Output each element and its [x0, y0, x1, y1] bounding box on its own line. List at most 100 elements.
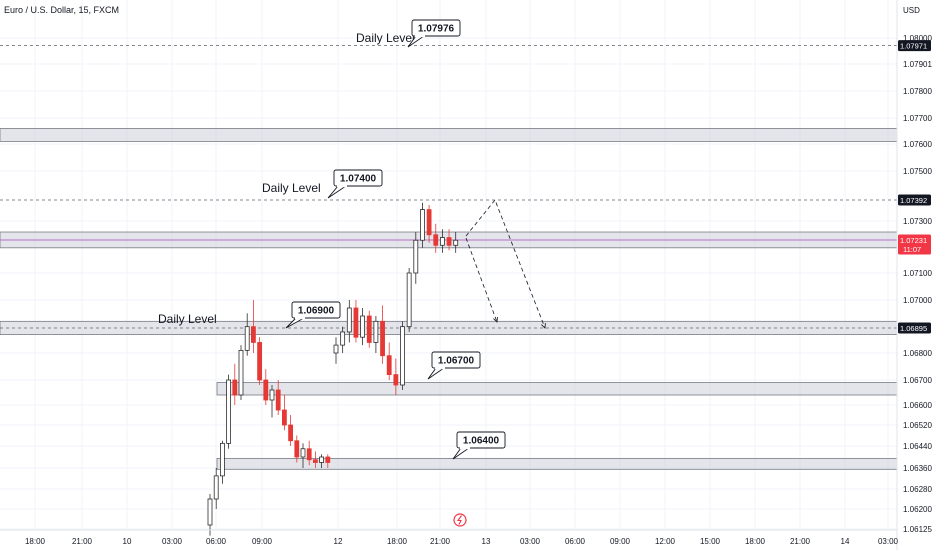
- price-tick-label: 1.07000: [903, 296, 932, 305]
- currency-label: USD: [903, 6, 920, 15]
- time-tick-label: 15:00: [700, 537, 721, 546]
- price-tick-label: 1.06360: [903, 464, 932, 473]
- callout-joint: [460, 446, 470, 450]
- time-tick-label: 18:00: [387, 537, 408, 546]
- projection-path: [465, 237, 498, 323]
- price-badge-bg: [898, 322, 931, 334]
- candle: [346, 300, 352, 343]
- callout-joint: [415, 34, 425, 38]
- time-tick-label: 13: [482, 537, 491, 546]
- price-tick-label: 1.06800: [903, 349, 932, 358]
- level-callout: Daily Level 1.06900: [158, 301, 341, 329]
- time-tick-label: 09:00: [252, 537, 273, 546]
- candle-body: [333, 344, 339, 354]
- daily-level-label: Daily Level: [262, 181, 321, 195]
- callout-value: 1.06400: [463, 436, 500, 447]
- price-tick-label: 1.06440: [903, 442, 932, 451]
- time-axis: 18:00 21:00 10 03:00 06:00 09:00 12 18:00 21:00 1…: [25, 537, 899, 546]
- candle: [263, 369, 269, 405]
- arrow-head: [493, 316, 498, 323]
- candle: [386, 342, 392, 380]
- candle: [244, 313, 250, 356]
- price-axis-background: [897, 0, 932, 550]
- candle-body: [340, 331, 346, 346]
- price-badge-bg: [898, 234, 931, 255]
- candle-body: [346, 307, 352, 333]
- price-badge-bg: [898, 194, 931, 206]
- callout-pointer: [452, 447, 471, 460]
- callout-box: [333, 169, 383, 187]
- tradingview-logo-icon[interactable]: [453, 513, 467, 527]
- price-badge-value: 1.07231: [900, 236, 927, 245]
- candle: [207, 494, 213, 536]
- time-tick-label: 12: [334, 537, 343, 546]
- zone-rect: [216, 457, 898, 470]
- time-tick-label: 03:00: [162, 537, 183, 546]
- zone-rect: [216, 382, 898, 396]
- candle-body: [406, 272, 412, 328]
- daily-level-label: Daily Level: [356, 31, 415, 45]
- price-badge-bg: [898, 40, 931, 52]
- candle-body: [288, 424, 294, 442]
- candle: [275, 380, 281, 415]
- price-badge-value: 1.07392: [900, 196, 927, 205]
- time-tick-label: 12:00: [655, 537, 676, 546]
- price-badge-countdown: 11:07: [903, 245, 921, 254]
- time-tick-label: 14: [841, 537, 850, 546]
- candle: [446, 229, 452, 251]
- price-badge: 1.07392: [898, 194, 931, 206]
- callout-joint: [435, 366, 445, 370]
- callout-value: 1.07976: [418, 24, 455, 35]
- candle: [400, 321, 405, 390]
- price-tick-label: 1.06600: [903, 401, 932, 410]
- candle: [281, 395, 287, 431]
- time-tick-label: 06:00: [565, 537, 586, 546]
- price-badge: 1.06895: [898, 322, 931, 334]
- candle-body: [373, 320, 379, 343]
- candle: [319, 454, 325, 468]
- callout-pointer: [327, 185, 348, 199]
- candle-body: [226, 379, 232, 444]
- symbol-title: Euro / U.S. Dollar, 15, FXCM: [4, 5, 120, 15]
- time-tick-label: 06:00: [206, 537, 227, 546]
- candle-body: [439, 237, 445, 246]
- candle-body: [319, 456, 325, 463]
- callout-value: 1.06900: [298, 306, 335, 317]
- candle-body: [433, 234, 439, 246]
- candle-body: [269, 389, 275, 401]
- price-axis: 1.08000 1.07901 1.07800 1.07700 1.07600 1.075…: [903, 34, 932, 534]
- callout-box: [456, 431, 506, 449]
- candle-body: [281, 409, 287, 426]
- price-tick-label: 1.06520: [903, 421, 932, 430]
- time-tick-label: 18:00: [745, 537, 766, 546]
- projection-arrows: [465, 199, 546, 329]
- daily-level-label: Daily Level: [158, 312, 217, 326]
- price-tick-label: 1.07700: [903, 114, 932, 123]
- candle: [219, 440, 225, 484]
- price-tick-label: 1.06200: [903, 505, 932, 514]
- candle: [333, 337, 339, 364]
- candle-body: [426, 209, 432, 236]
- candle: [250, 300, 256, 353]
- candle: [294, 435, 300, 463]
- time-tick-label: 03:00: [520, 537, 541, 546]
- price-tick-label: 1.08000: [903, 34, 932, 43]
- candle: [360, 308, 366, 346]
- candle: [373, 316, 379, 353]
- time-tick-label: 03:00: [878, 537, 899, 546]
- callout-box: [291, 301, 341, 319]
- candle: [238, 345, 244, 400]
- candle: [340, 326, 346, 353]
- chart-grid: [0, 0, 897, 530]
- price-tick-label: 1.06125: [903, 525, 932, 534]
- candle-body: [238, 349, 244, 396]
- candle-body: [325, 456, 331, 463]
- dashed-level-lines: [0, 45, 897, 329]
- candle-body: [353, 307, 359, 338]
- callout-box: [431, 351, 481, 369]
- support-resistance-zones: [0, 127, 898, 470]
